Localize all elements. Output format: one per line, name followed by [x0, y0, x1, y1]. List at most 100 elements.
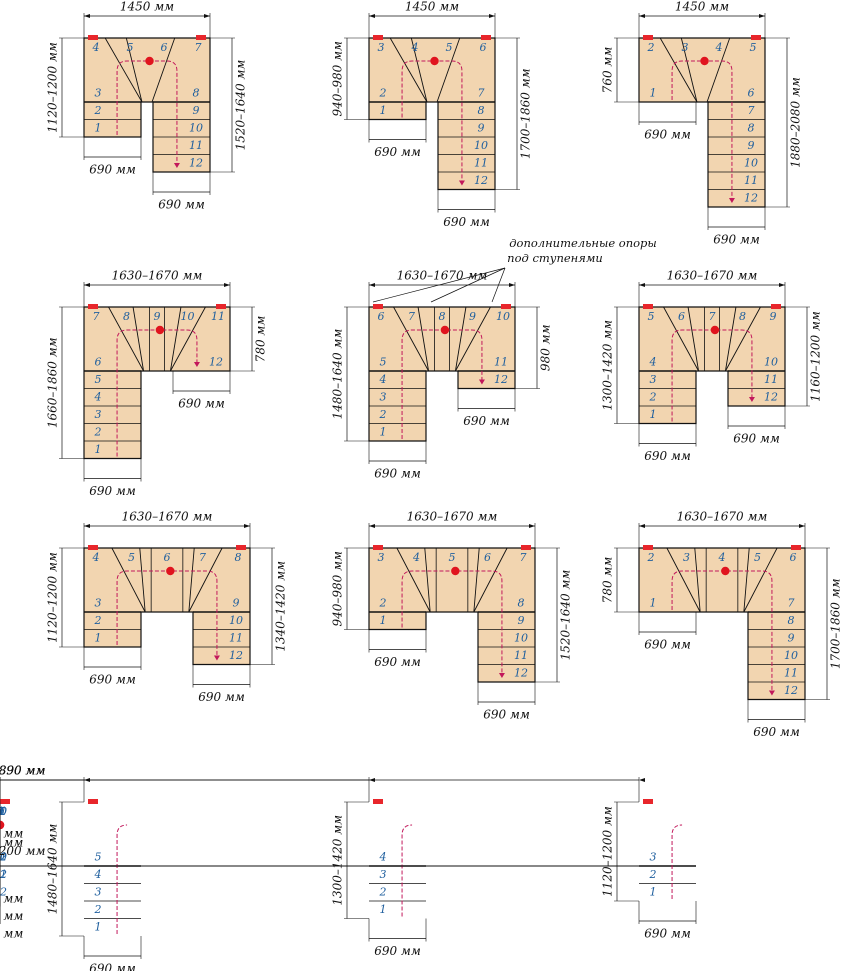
right-height-label: 780 мм — [0, 827, 23, 841]
left-flight-width-label: 690 мм — [89, 673, 136, 687]
support-marker — [0, 799, 10, 804]
right-height-label: 1880–2080 мм — [789, 77, 803, 168]
step-number: 6 — [0, 805, 4, 818]
step-number: 8 — [788, 614, 795, 627]
support-marker — [196, 35, 206, 40]
dim-arrow — [799, 524, 805, 528]
step-number: 5 — [754, 551, 761, 564]
annotation-line-1: дополнительные опоры — [509, 236, 657, 250]
step-number: 4 — [0, 805, 4, 818]
step-number: 9 — [518, 614, 525, 627]
step-number: 2 — [379, 408, 387, 421]
step-number: 2 — [647, 41, 655, 54]
support-marker — [88, 35, 98, 40]
step-number: 8 — [748, 121, 755, 134]
step-number: 12 — [494, 373, 508, 386]
right-flight-width-label: 690 мм — [443, 215, 490, 229]
step-number: 8 — [0, 805, 4, 818]
step-number: 10 — [764, 355, 778, 368]
support-marker — [791, 545, 801, 550]
winder-line — [663, 306, 699, 372]
step-number: 9 — [770, 310, 777, 323]
step-number: 5 — [95, 373, 102, 386]
winder-line — [694, 547, 701, 613]
winder-line — [436, 37, 461, 103]
left-height-label: 780 мм — [601, 557, 615, 604]
step-number: 11 — [514, 649, 528, 662]
top-width-label: 1630–1670 мм — [122, 510, 213, 524]
left-height-label: 1480–1640 мм — [331, 329, 345, 420]
left-height-label: 760 мм — [601, 47, 615, 94]
step-number: 5 — [449, 551, 456, 564]
top-width-label: 1630–1670 мм — [677, 510, 768, 524]
winder-line — [687, 306, 700, 372]
right-flight-width-label: 690 мм — [463, 414, 510, 428]
winder-line — [393, 306, 429, 372]
dim-arrow — [529, 524, 535, 528]
right-height-label: 980 мм — [0, 835, 23, 849]
winder-line — [111, 547, 146, 613]
step-number: 2 — [94, 104, 102, 117]
step-number: 6 — [0, 805, 4, 818]
step-number: 11 — [494, 355, 508, 368]
dim-arrow — [84, 524, 90, 528]
step-number: 5 — [128, 551, 135, 564]
right-flight-width-label: 690 мм — [0, 892, 23, 906]
winder-line — [725, 306, 761, 372]
top-width-label: 1810–1890 мм — [0, 764, 45, 778]
right-height-label: 780 мм — [254, 316, 268, 363]
step-number: 6 — [378, 310, 385, 323]
step-number: 3 — [95, 408, 102, 421]
leader-line — [491, 267, 506, 303]
step-number: 7 — [520, 551, 527, 564]
right-height-label: 980 мм — [539, 324, 553, 371]
left-height-label: 1120–1200 мм — [46, 552, 60, 643]
top-width-label: 1450 мм — [120, 0, 174, 14]
right-flight-width-label: 690 мм — [713, 233, 760, 247]
winder-line — [389, 37, 428, 103]
dim-arrow — [84, 14, 90, 18]
step-number: 3 — [95, 86, 102, 99]
step-number: 2 — [94, 425, 102, 438]
winder-line — [454, 306, 467, 372]
step-number: 1 — [95, 920, 102, 933]
winder-line — [139, 547, 146, 613]
step-number: 4 — [411, 41, 419, 54]
winder-line — [473, 547, 480, 613]
step-number: 7 — [0, 805, 4, 818]
left-height-label: 1120–1200 мм — [601, 806, 615, 897]
top-width-label: 1630–1670 мм — [112, 269, 203, 283]
step-number: 1 — [380, 614, 387, 627]
step-number: 3 — [650, 850, 657, 863]
step-number: 3 — [380, 390, 387, 403]
dim-arrow — [224, 283, 230, 287]
dim-arrow — [244, 524, 250, 528]
step-number: 8 — [0, 805, 4, 818]
winder-line — [455, 306, 491, 372]
top-width-label: 1810–1890 мм — [0, 764, 45, 778]
left-flight-width-label: 690 мм — [89, 962, 136, 971]
step-number: 5 — [127, 41, 134, 54]
step-number: 11 — [784, 666, 798, 679]
step-number: 2 — [649, 390, 657, 403]
step-number: 12 — [0, 885, 7, 898]
step-number: 7 — [709, 310, 716, 323]
step-number: 11 — [474, 156, 488, 169]
top-width-label: 1630–1670 мм — [397, 269, 488, 283]
walking-path — [116, 60, 178, 164]
step-number: 1 — [95, 631, 102, 644]
step-number: 6 — [480, 41, 487, 54]
step-number: 10 — [744, 156, 758, 169]
start-marker — [721, 566, 730, 576]
step-number: 1 — [95, 121, 102, 134]
step-number: 4 — [92, 551, 100, 564]
start-marker — [0, 820, 5, 830]
step-number: 11 — [189, 139, 203, 152]
step-number: 1 — [650, 885, 657, 898]
path-arrow — [173, 163, 180, 168]
